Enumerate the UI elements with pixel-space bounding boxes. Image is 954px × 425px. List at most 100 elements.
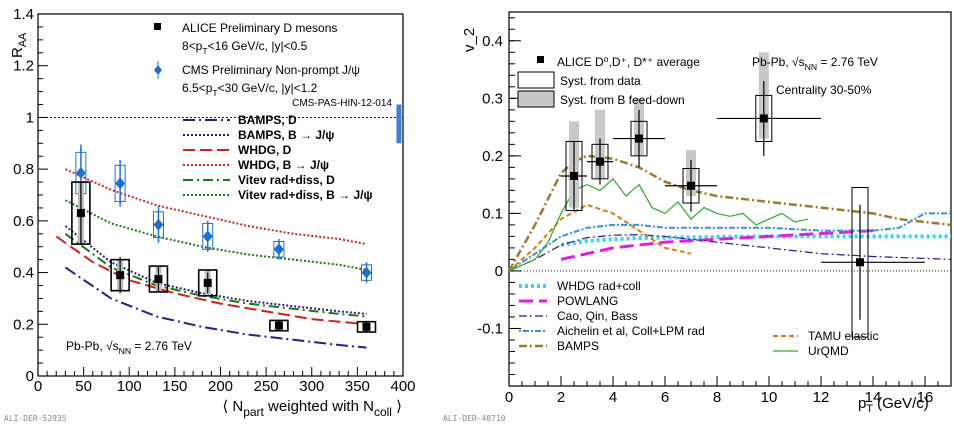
x-tick-label: 150 xyxy=(162,378,187,395)
x-tick-label: 10 xyxy=(761,389,778,406)
left-chart-raa-vs-npart: 0 50 100 150 200 250 300 350 400 0 0.2 0.4 0.6 0.8 1 1.… xyxy=(9,6,416,419)
alice-data-point xyxy=(76,209,85,218)
x-tick-label: 14 xyxy=(865,389,882,406)
x-axis-label: pT (GeV/c) xyxy=(858,395,929,415)
x-tick-label: 50 xyxy=(75,378,92,395)
legend-alice-label: ALICE D⁰,D⁺, D*⁺ average xyxy=(557,55,700,69)
legend-model-label: UrQMD xyxy=(808,344,849,358)
legend-model-label: Aichelin et al, Coll+LPM rad xyxy=(557,324,705,338)
x-tick-label: 12 xyxy=(813,389,830,406)
legend-alice-sub: 8<pT<16 GeV/c, |y|<0.5 xyxy=(182,39,308,56)
y-tick-label: 1.2 xyxy=(13,58,34,75)
system-label: Pb-Pb, √sNN = 2.76 TeV xyxy=(66,339,192,356)
model-curve xyxy=(560,229,874,261)
legend-alice-label: ALICE Preliminary D mesons xyxy=(182,21,337,35)
alice-data-point xyxy=(154,275,163,284)
cms-data-point xyxy=(361,266,372,279)
model-curve xyxy=(64,266,367,349)
x-tick-label: 100 xyxy=(117,378,142,395)
x-tick-label: 400 xyxy=(390,378,415,395)
x-axis-label: ⟨ Npart weighted with Ncoll ⟩ xyxy=(222,398,402,419)
model-curve xyxy=(64,199,367,271)
alice-data-point xyxy=(759,114,768,123)
y-axis-label: RAA xyxy=(9,32,29,58)
alice-syst-box xyxy=(197,269,218,297)
legend-model-label: TAMU elastic xyxy=(808,329,878,343)
model-curve xyxy=(508,178,809,272)
cms-data-point xyxy=(273,243,284,256)
legend-model-label: BAMPS xyxy=(557,339,599,353)
legend-syst-label: Syst. from data xyxy=(560,74,641,88)
legend-model-label: POWLANG xyxy=(557,294,618,308)
model-curve xyxy=(508,203,692,272)
y-tick-label: -0.1 xyxy=(477,320,503,337)
legend-model-label: WHDG, B → J/ψ xyxy=(238,158,329,172)
x-tick-label: 8 xyxy=(713,389,721,406)
alice-data-point xyxy=(362,322,371,331)
cms-data-point xyxy=(153,218,164,231)
alice-data-point xyxy=(635,134,643,143)
alice-data-point xyxy=(570,171,578,180)
watermark-right: ALI-DER-48710 xyxy=(443,414,506,423)
y-tick-label: 0.2 xyxy=(13,316,34,333)
legend-syst-label: Syst. from B feed-down xyxy=(560,93,685,107)
cms-data-point xyxy=(202,230,213,243)
centrality-label: Centrality 30-50% xyxy=(776,83,872,97)
y-tick-label: 0.1 xyxy=(482,205,503,222)
legend-model-label: BAMPS, B → J/ψ xyxy=(238,128,334,142)
ref-note: CMS-PAS-HIN-12-014 xyxy=(292,98,392,109)
y-tick-label: 0.3 xyxy=(482,90,503,107)
x-tick-label: 200 xyxy=(208,378,233,395)
legend-alice-marker xyxy=(154,23,161,30)
alice-data-point xyxy=(203,278,212,287)
y-tick-label: 1 xyxy=(26,109,34,126)
system-label: Pb-Pb, √sNN = 2.76 TeV xyxy=(752,55,878,72)
alice-data-point xyxy=(596,157,604,166)
legend-syst-box xyxy=(517,90,555,108)
model-curve xyxy=(55,235,367,326)
legend-model-label: WHDG, D xyxy=(238,143,292,157)
legend-alice-marker xyxy=(537,56,544,63)
model-curve xyxy=(64,168,367,246)
legend-model-label: Cao, Qin, Bass xyxy=(557,309,638,323)
x-tick-label: 6 xyxy=(661,389,669,406)
x-tick-label: 0 xyxy=(505,389,513,406)
model-curve xyxy=(507,154,952,272)
y-tick-label: 0.6 xyxy=(13,213,34,230)
right-chart-v2-vs-pt: 0 2 4 6 8 10 12 14 16 -0.1 0 0.1 0.2 0.3 0.4v_2 pT (GeV… xyxy=(461,11,952,415)
alice-data-point xyxy=(856,258,864,267)
x-tick-label: 4 xyxy=(609,389,617,406)
x-tick-label: 250 xyxy=(254,378,279,395)
legend-model-label: Vitev rad+diss, B → J/ψ xyxy=(238,188,373,202)
watermark-left: ALI-DER-52935 xyxy=(4,414,67,423)
legend-model-label: BAMPS, D xyxy=(238,113,297,127)
legend-model-label: WHDG rad+coll xyxy=(557,279,641,293)
y-tick-label: 0.4 xyxy=(13,265,34,282)
model-curve xyxy=(508,212,951,272)
x-tick-label: 2 xyxy=(557,389,565,406)
legend-model-label: Vitev rad+diss, D xyxy=(238,173,335,187)
y-tick-label: 0 xyxy=(495,263,503,280)
alice-data-point xyxy=(274,321,283,330)
legend-cms-label: CMS Preliminary Non-prompt J/ψ xyxy=(182,63,360,77)
y-tick-label: 0.8 xyxy=(13,161,34,178)
legend-syst-box xyxy=(517,71,555,89)
legend-cms-sub: 6.5<pT<30 GeV/c, |y|<1.2 xyxy=(182,81,318,98)
y-tick-label: 0.4 xyxy=(482,33,503,50)
y-axis-label: v_2 xyxy=(461,28,478,52)
cms-data-point xyxy=(115,177,126,190)
y-tick-label: 0 xyxy=(26,368,34,385)
y-tick-label: 1.4 xyxy=(13,6,34,23)
alice-data-point xyxy=(687,181,695,190)
alice-data-point xyxy=(116,271,125,280)
x-tick-label: 0 xyxy=(34,378,42,395)
model-curve xyxy=(560,234,951,247)
x-tick-label: 350 xyxy=(345,378,370,395)
x-tick-label: 16 xyxy=(917,389,934,406)
model-curve xyxy=(64,225,367,315)
x-tick-label: 300 xyxy=(299,378,324,395)
y-tick-label: 0.2 xyxy=(482,148,503,165)
model-curve xyxy=(508,234,952,272)
cms-data-point xyxy=(75,167,86,180)
